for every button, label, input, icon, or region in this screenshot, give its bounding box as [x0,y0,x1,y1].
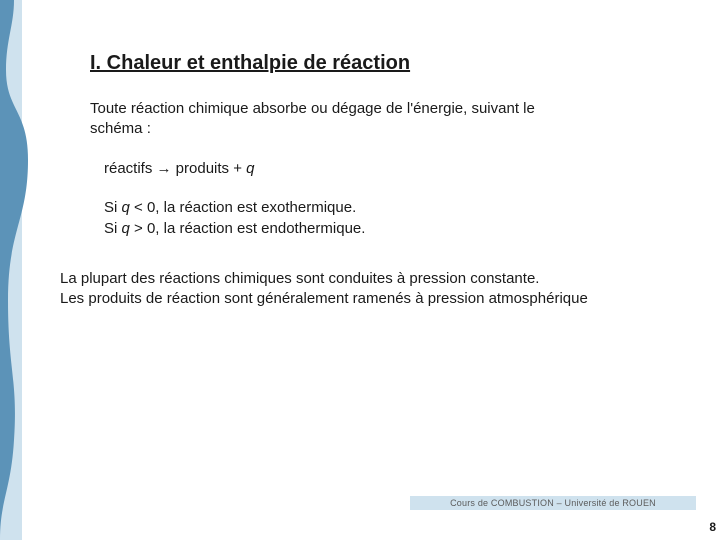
slide: I. Chaleur et enthalpie de réaction Tout… [0,0,720,540]
endo-rest: > 0, la réaction est endothermique. [130,220,366,237]
intro-paragraph: Toute réaction chimique absorbe ou dégag… [90,99,690,140]
endo-prefix: Si [104,220,122,237]
thermic-conditions: Si q < 0, la réaction est exothermique. … [104,197,690,239]
intro-line-2: schéma : [90,120,151,137]
eq-products: produits + [172,160,247,177]
slide-title: I. Chaleur et enthalpie de réaction [60,52,690,75]
eq-q: q [246,160,254,177]
content-area: I. Chaleur et enthalpie de réaction Tout… [60,52,690,309]
intro-line-1: Toute réaction chimique absorbe ou dégag… [90,100,535,117]
page-number: 8 [709,520,716,534]
endo-q: q [122,220,130,237]
exo-q: q [122,199,130,216]
wide-line-2: Les produits de réaction sont généraleme… [60,290,588,307]
wide-line-1: La plupart des réactions chimiques sont … [60,270,539,287]
band-svg [0,0,30,540]
arrow-icon: → [157,160,172,177]
exo-prefix: Si [104,199,122,216]
footer-bar: Cours de COMBUSTION – Université de ROUE… [410,496,696,510]
pressure-paragraph: La plupart des réactions chimiques sont … [60,269,690,310]
exo-rest: < 0, la réaction est exothermique. [130,199,356,216]
left-decorative-band [0,0,30,540]
eq-reactifs: réactifs [104,160,157,177]
equation-line: réactifs → produits + q [104,158,690,179]
